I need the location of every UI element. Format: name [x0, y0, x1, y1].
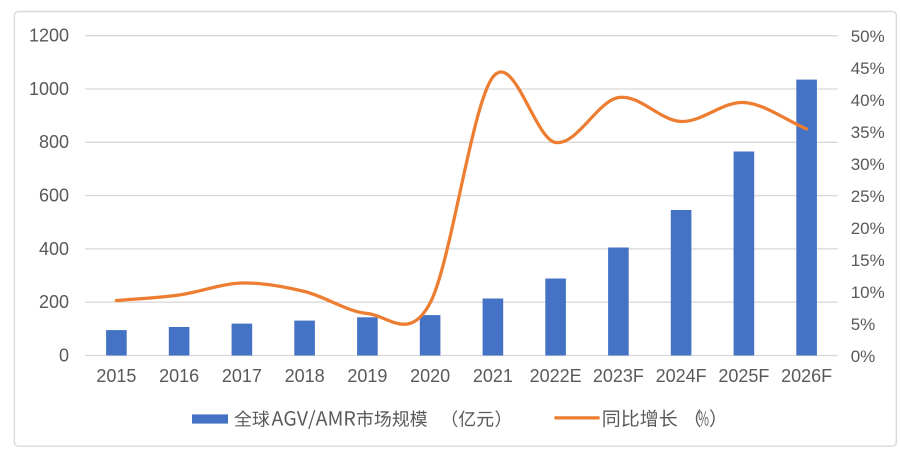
svg-text:20%: 20% [851, 219, 885, 238]
svg-text:1200: 1200 [29, 26, 69, 46]
svg-text:25%: 25% [851, 187, 885, 206]
svg-text:2021: 2021 [473, 366, 513, 386]
svg-text:2024F: 2024F [656, 366, 707, 386]
svg-text:2019: 2019 [347, 366, 387, 386]
svg-text:2017: 2017 [222, 366, 262, 386]
svg-text:1000: 1000 [29, 79, 69, 99]
svg-text:800: 800 [39, 132, 69, 152]
svg-text:2026F: 2026F [781, 366, 832, 386]
svg-text:45%: 45% [851, 59, 885, 78]
svg-text:2020: 2020 [410, 366, 450, 386]
svg-text:10%: 10% [851, 283, 885, 302]
svg-text:35%: 35% [851, 123, 885, 142]
svg-text:2018: 2018 [285, 366, 325, 386]
svg-text:50%: 50% [851, 27, 885, 46]
svg-text:2016: 2016 [159, 366, 199, 386]
svg-text:200: 200 [39, 292, 69, 312]
svg-text:600: 600 [39, 186, 69, 206]
svg-text:30%: 30% [851, 155, 885, 174]
svg-text:2022E: 2022E [530, 366, 582, 386]
svg-text:40%: 40% [851, 91, 885, 110]
svg-text:2023F: 2023F [593, 366, 644, 386]
svg-text:5%: 5% [851, 315, 876, 334]
svg-text:2025F: 2025F [718, 366, 769, 386]
svg-text:0: 0 [59, 345, 69, 365]
svg-text:400: 400 [39, 239, 69, 259]
svg-text:2015: 2015 [96, 366, 136, 386]
svg-text:15%: 15% [851, 251, 885, 270]
svg-text:0%: 0% [851, 347, 876, 366]
